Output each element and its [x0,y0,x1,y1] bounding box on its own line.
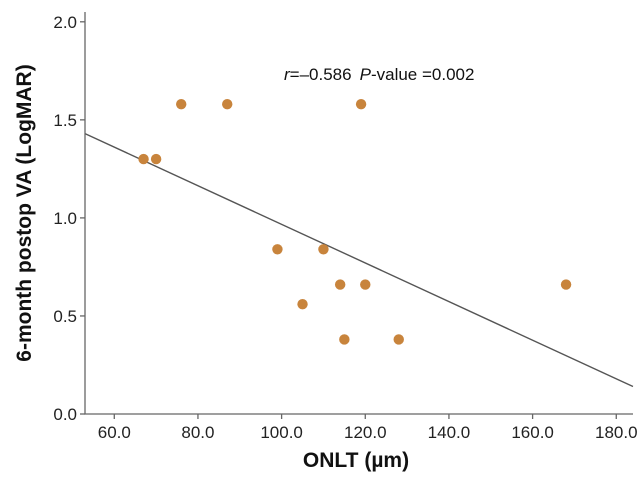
y-tick-label: 1.0 [53,209,77,228]
x-tick-label: 160.0 [511,423,554,442]
x-tick-label: 180.0 [595,423,637,442]
x-axis-ticks: 60.0 80.0 100.0 120.0 140.0 160.0 180.0 [98,414,637,442]
data-point-6 [297,298,308,310]
r-symbol: r [284,65,291,84]
x-axis-title: ONLT (µm) [303,449,409,472]
x-tick-label: 80.0 [181,423,214,442]
data-point-13 [560,279,572,290]
data-point-11 [360,279,371,290]
y-tick-label: 2.0 [53,13,77,32]
data-point-12 [393,334,404,345]
p-value: -value =0.002 [371,65,475,84]
data-point-8 [334,279,346,290]
data-point-2 [150,153,162,165]
p-symbol: P [360,65,372,84]
regression-line [84,132,634,388]
y-axis-title: 6-month postop VA (LogMAR) [13,64,36,361]
data-point-7 [318,244,329,255]
regression-line-layer [84,132,634,388]
x-tick-label: 60.0 [98,423,131,442]
x-tick-label: 100.0 [260,423,303,442]
data-points-layer [138,98,572,345]
r-value: =–0.586 [290,65,352,84]
data-point-4 [222,98,233,110]
x-tick-label: 140.0 [428,423,471,442]
y-axis-ticks: 0.0 0.5 1.0 1.5 2.0 [53,13,85,424]
data-point-10 [355,98,367,110]
y-tick-label: 1.5 [53,111,77,130]
x-tick-label: 120.0 [344,423,387,442]
y-tick-label: 0.5 [53,307,77,326]
data-point-1 [138,153,149,165]
data-point-5 [272,244,283,255]
data-point-9 [339,334,350,345]
y-tick-label: 0.0 [53,405,77,424]
correlation-annotation: r=–0.586 P-value =0.002 [284,65,474,84]
data-point-3 [176,98,187,110]
